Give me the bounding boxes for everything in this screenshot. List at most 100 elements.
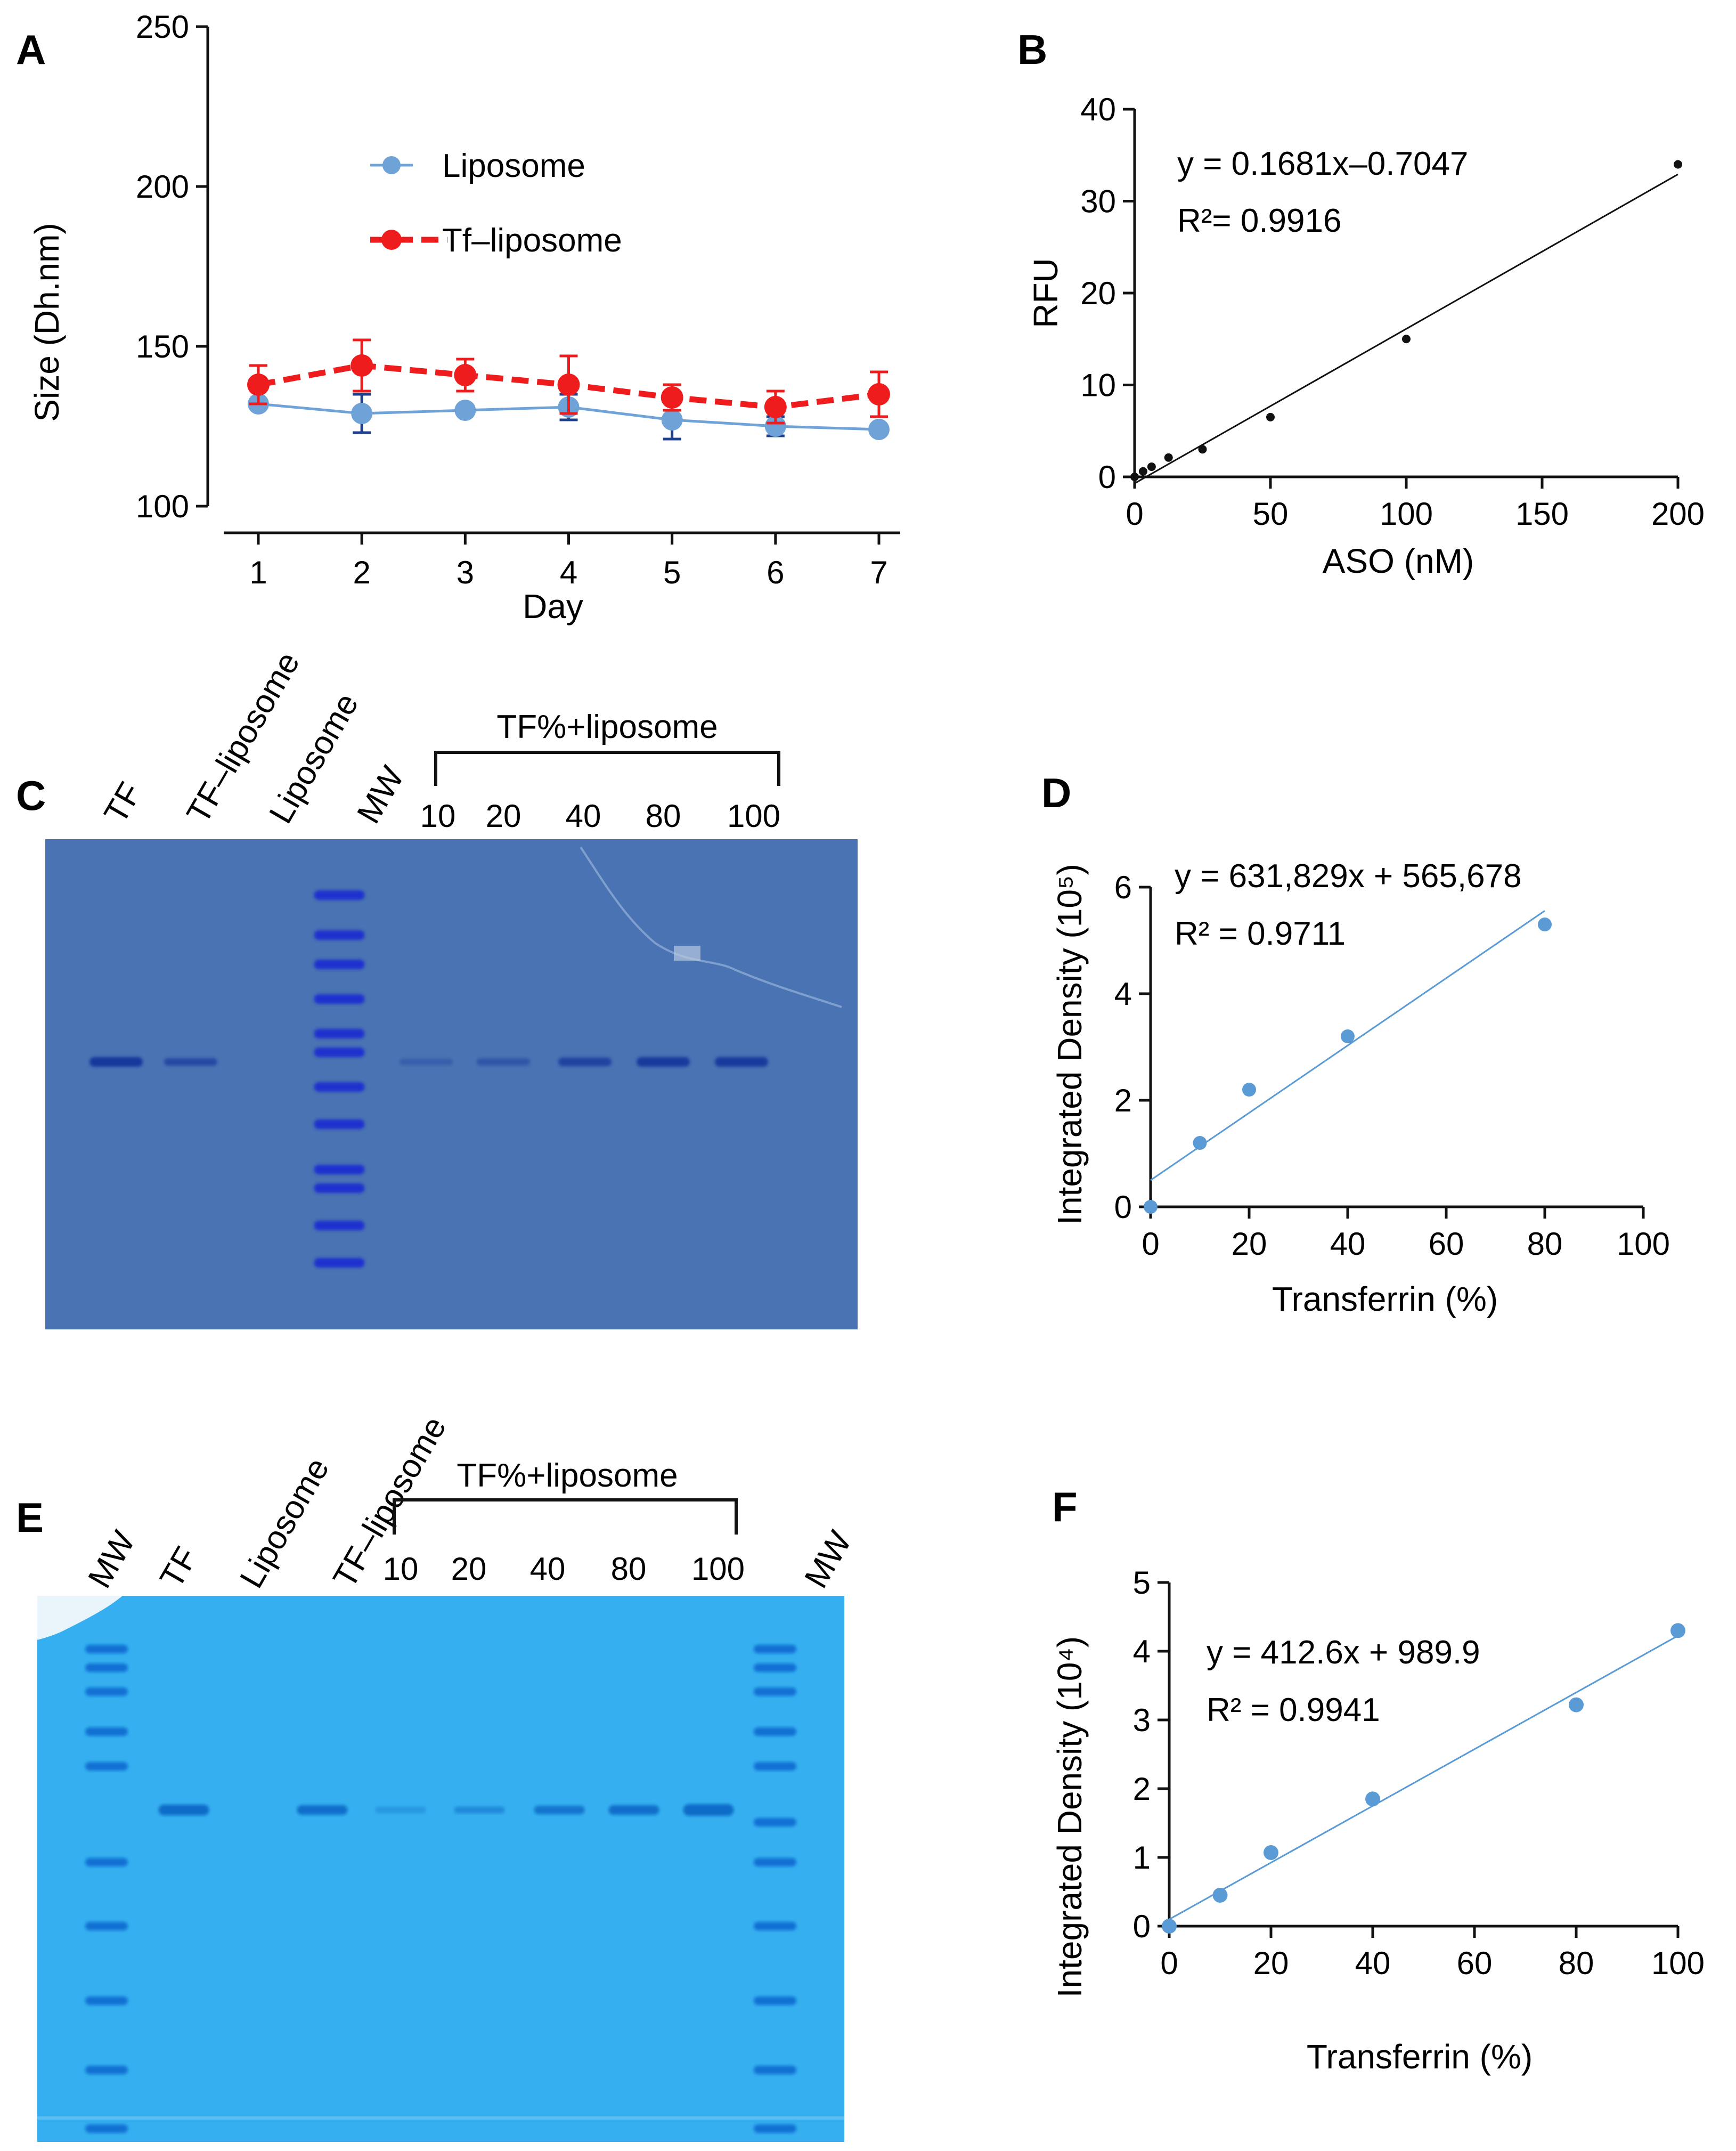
gel-e-lane-label-mw-right: MW [797, 1525, 859, 1594]
ladder-band [314, 1048, 365, 1057]
chart-d-xtick-label: 0 [1142, 1226, 1159, 1262]
ladder-band [314, 1183, 365, 1193]
gel-e-bracket: TF%+liposome 10 20 40 80 100 [383, 1457, 745, 1587]
chart-a-xtick-label: 4 [560, 555, 577, 590]
gel-e-lane-label-liposome: Liposome [233, 1452, 336, 1594]
gel-c-conc-10: 10 [420, 798, 456, 834]
gel-c-lane-labels: TF TF–liposome Liposome MW [97, 646, 411, 830]
protein-band [375, 1807, 426, 1813]
chart-f-xtick-label: 60 [1457, 1945, 1493, 1981]
chart-b-ytick-label: 20 [1080, 275, 1116, 311]
legend-liposome-label: Liposome [442, 148, 585, 184]
chart-d-fit-line [1150, 910, 1545, 1181]
chart-d-point [1193, 1136, 1207, 1150]
chart-b-ytick-label: 0 [1098, 459, 1116, 495]
chart-b-ytick-label: 40 [1080, 92, 1116, 127]
protein-band [637, 1057, 690, 1067]
gel-e-conc-100: 100 [691, 1551, 745, 1587]
chart-b-fit-line [1134, 173, 1678, 484]
ladder-band [754, 1687, 796, 1696]
ladder-band [85, 1996, 128, 2005]
ladder-band [85, 2124, 128, 2133]
data-point [351, 403, 373, 424]
gel-e-ladder [85, 1645, 796, 2133]
panel-label-c: C [16, 772, 46, 819]
gel-c-conc-100: 100 [727, 798, 780, 834]
panel-label-f: F [1052, 1483, 1078, 1530]
panel-label-e: E [16, 1494, 44, 1541]
ladder-band [754, 1663, 796, 1672]
protein-band [558, 1058, 612, 1066]
chart-b-point [1130, 473, 1139, 481]
chart-f-xtick-label: 100 [1651, 1945, 1705, 1981]
ladder-band [85, 1762, 128, 1771]
gel-c-bracket-title: TF%+liposome [496, 709, 718, 745]
ladder-band [314, 1029, 365, 1038]
chart-b-xtick-label: 150 [1515, 496, 1569, 532]
chart-f-xtick-label: 20 [1253, 1945, 1289, 1981]
chart-f-ytick-label: 3 [1133, 1702, 1151, 1738]
ladder-band [85, 1922, 128, 1930]
data-point [868, 419, 890, 440]
chart-d-point [1144, 1200, 1158, 1214]
gel-e-background [37, 1596, 844, 2142]
ladder-band [314, 890, 365, 900]
chart-d-ytick-label: 0 [1114, 1189, 1132, 1225]
chart-b-ylabel: RFU [1026, 258, 1065, 328]
ladder-band [314, 1119, 365, 1129]
ladder-band [754, 2066, 796, 2074]
chart-f-ytick-label: 0 [1133, 1909, 1151, 1944]
gel-c-conc-80: 80 [646, 798, 681, 834]
data-point [247, 374, 270, 396]
ladder-band [314, 960, 365, 969]
chart-b-r2: R²= 0.9916 [1177, 202, 1342, 239]
chart-d-xtick-label: 40 [1330, 1226, 1366, 1262]
data-point [764, 396, 787, 418]
chart-a-ytick-label: 100 [136, 489, 189, 524]
chart-b-ytick-label: 30 [1080, 184, 1116, 220]
ladder-band [85, 1645, 128, 1653]
legend-liposome-marker [382, 156, 401, 174]
legend-tf-liposome-marker [381, 230, 402, 250]
legend-tf-liposome-label: Tf–liposome [442, 222, 622, 259]
protein-band [534, 1806, 585, 1814]
ladder-band [85, 1687, 128, 1696]
chart-f-r2: R² = 0.9941 [1207, 1692, 1380, 1728]
gel-e-bracket-line [393, 1498, 738, 1535]
gel-e-bands [158, 1804, 734, 1816]
chart-d-r2: R² = 0.9711 [1175, 915, 1346, 952]
ladder-band [754, 1858, 796, 1866]
chart-d-ytick-label: 6 [1114, 870, 1132, 905]
gel-e-lane-label-mw-left: MW [81, 1525, 142, 1594]
chart-a-ytick-label: 200 [136, 169, 189, 205]
gel-c-ladder [314, 890, 365, 1268]
protein-band [608, 1805, 659, 1815]
chart-d-ytick-label: 2 [1114, 1083, 1132, 1118]
ladder-band [314, 994, 365, 1004]
gel-e-bracket-title: TF%+liposome [457, 1457, 678, 1494]
chart-f-ytick-label: 2 [1133, 1771, 1151, 1807]
chart-a-xlabel: Day [523, 587, 583, 626]
chart-d-point [1538, 918, 1552, 931]
protein-band [715, 1057, 768, 1067]
ladder-band [85, 1858, 128, 1866]
chart-a-ytick-label: 150 [136, 329, 189, 364]
gel-c-bracket-line [434, 751, 780, 786]
gel-c-artifact [674, 946, 700, 961]
chart-b-point [1164, 453, 1173, 462]
chart-f-point [1569, 1697, 1584, 1712]
chart-a-xtick-label: 2 [353, 555, 370, 590]
chart-f-point [1162, 1919, 1177, 1934]
chart-b-point [1138, 467, 1147, 476]
chart-b: RFU ASO (nM) y = 0.1681x–0.7047 R²= 0.99… [1026, 92, 1705, 580]
chart-f-xlabel: Transferrin (%) [1307, 2038, 1533, 2076]
ladder-band [314, 1165, 365, 1174]
chart-a: Size (Dh.nm) Day Liposome Tf–liposome 10… [28, 9, 900, 626]
chart-d-xtick-label: 100 [1617, 1226, 1670, 1262]
ladder-band [85, 2066, 128, 2074]
protein-band [683, 1804, 734, 1816]
chart-f-ytick-label: 1 [1133, 1840, 1151, 1876]
data-point [661, 386, 683, 409]
chart-b-xlabel: ASO (nM) [1323, 542, 1474, 580]
